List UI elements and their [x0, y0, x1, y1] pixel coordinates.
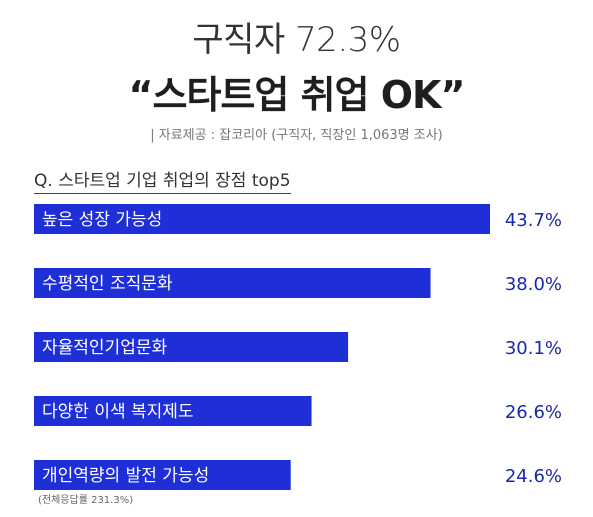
title-line1: 구직자 72.3% [192, 20, 401, 60]
title-line2: “스타트업 취업 OK” [128, 73, 466, 117]
bar-label-2: 수평적인 조직문화 [42, 274, 173, 294]
bar-label-3: 자율적인기업문화 [42, 338, 167, 358]
bar-4 [34, 396, 312, 426]
value-label-3: 30.1% [505, 338, 562, 359]
bar-label-5: 개인역량의 발전 가능성 [42, 466, 209, 486]
footnote: (전체응답률 231.3%) [38, 495, 134, 506]
value-label-4: 26.6% [505, 402, 562, 423]
bar-1 [34, 204, 490, 234]
bar-label-1: 높은 성장 가능성 [42, 210, 162, 230]
value-label-1: 43.7% [505, 210, 562, 231]
bar-2 [34, 268, 431, 298]
chart-title: Q. 스타트업 기업 취업의 장점 top5 [34, 166, 291, 194]
bar-5 [34, 460, 291, 490]
source-text: | 자료제공 : 잡코리아 (구직자, 직장인 1,063명 조사) [150, 128, 443, 143]
value-label-2: 38.0% [505, 274, 562, 295]
bar-3 [34, 332, 349, 362]
bar-label-4: 다양한 이색 복지제도 [42, 402, 194, 422]
value-label-5: 24.6% [505, 466, 562, 487]
